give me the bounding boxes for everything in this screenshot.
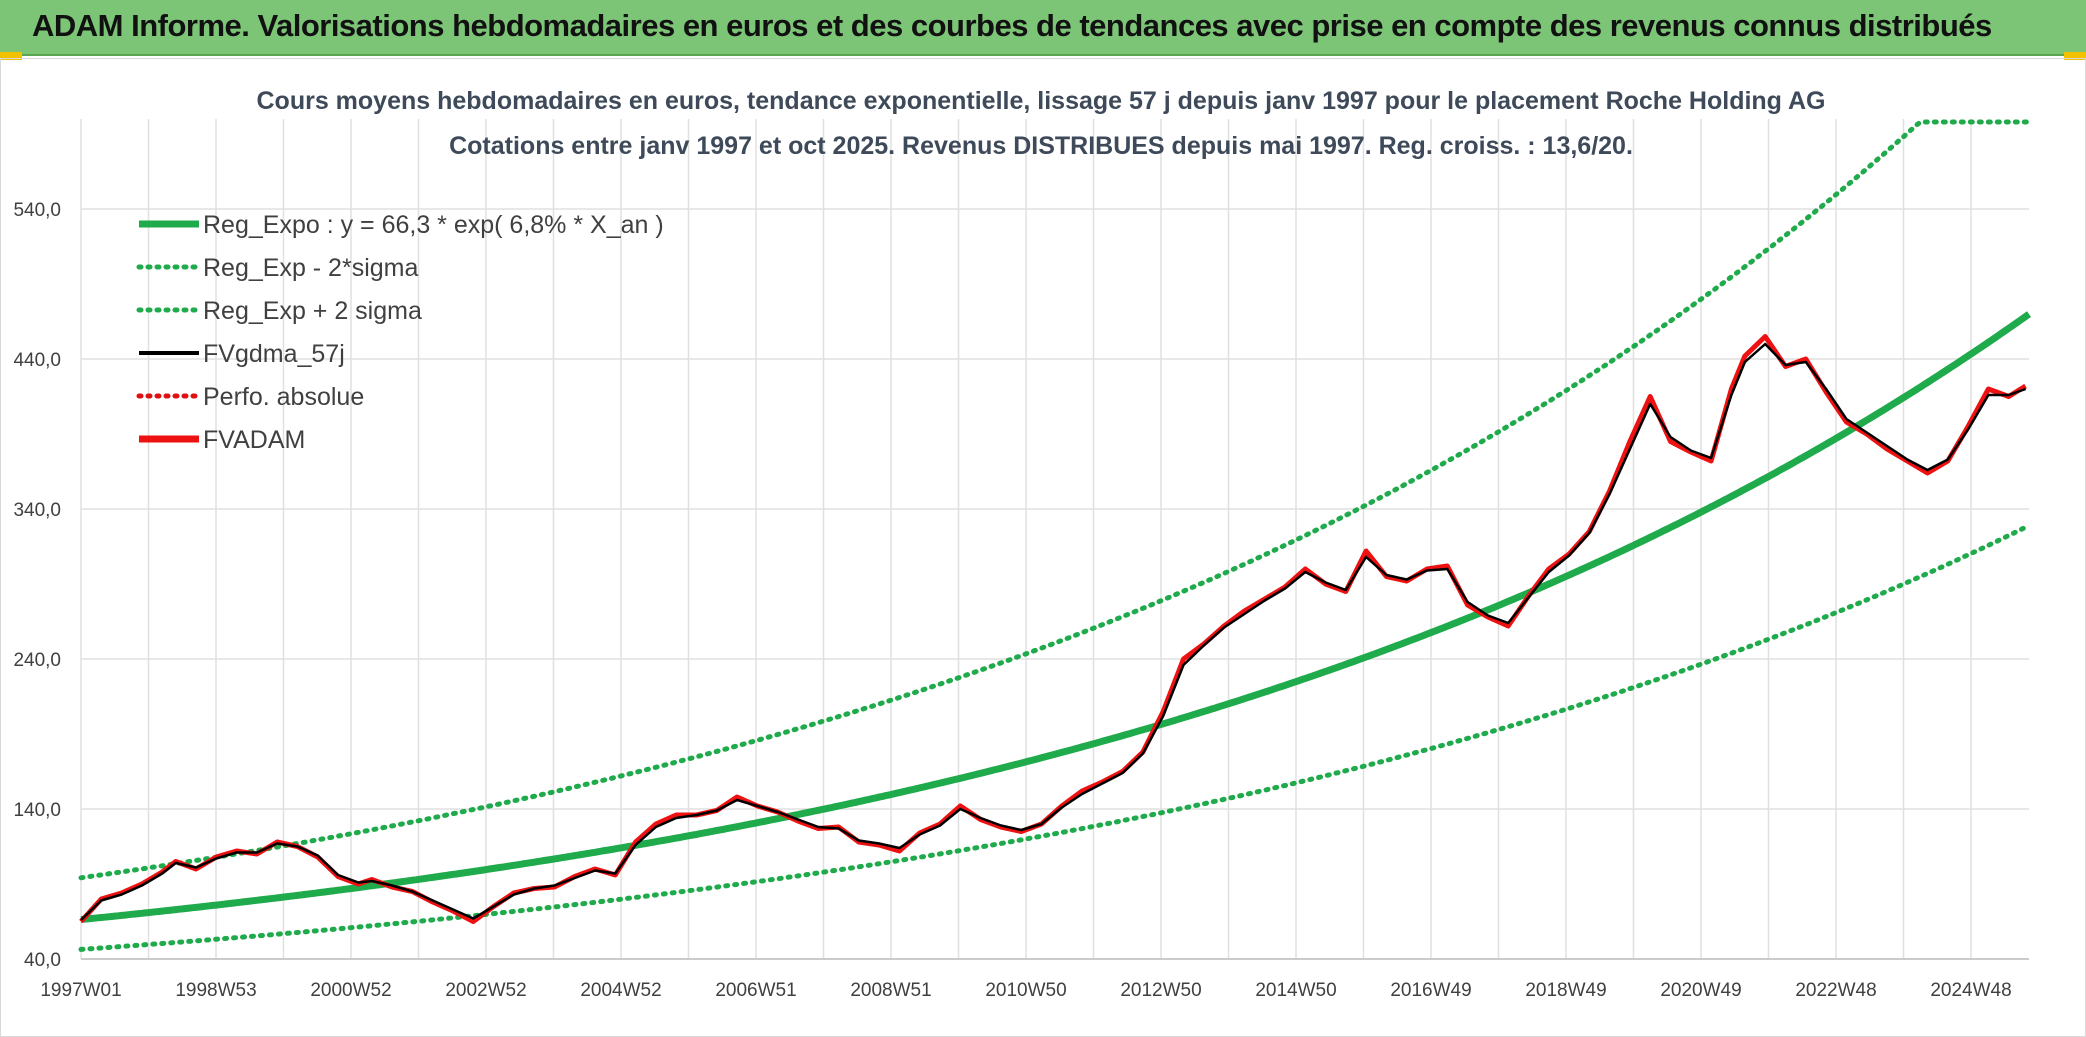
- x-tick-label: 2018W49: [1525, 980, 1606, 1001]
- legend-label: Reg_Exp + 2 sigma: [203, 297, 422, 325]
- legend-label: FVADAM: [203, 426, 305, 454]
- lines-layer: [78, 119, 2032, 952]
- x-tick-label: 2000W52: [310, 980, 391, 1001]
- x-tick-label: 2004W52: [580, 980, 661, 1001]
- x-tick-label: 2024W48: [1930, 980, 2011, 1001]
- x-tick-label: 2014W50: [1255, 980, 1336, 1001]
- x-tick-label: 1997W01: [40, 980, 121, 1001]
- reg-exp-minus-2-sigma-line: [78, 523, 2032, 952]
- legend-label: Reg_Exp - 2*sigma: [203, 254, 418, 282]
- banner-title: ADAM Informe. Valorisations hebdomadaire…: [32, 8, 1992, 43]
- fvgdma-57j-line: [80, 342, 2027, 921]
- legend-label: FVgdma_57j: [203, 340, 345, 368]
- legend-label: Perfo. absolue: [203, 383, 364, 411]
- x-tick-label: 2022W48: [1795, 980, 1876, 1001]
- axes-layer: 40,0 140,0 240,0 340,0 440,0 540,0 1997W01 1998…: [13, 200, 2029, 1001]
- left-corner-accent: [0, 52, 22, 60]
- y-tick-label: 540,0: [13, 200, 61, 221]
- chart-area: 40,0 140,0 240,0 340,0 440,0 540,0 1997W01 1998…: [0, 58, 2086, 1037]
- right-corner-accent: [2064, 52, 2086, 60]
- chart-svg: 40,0 140,0 240,0 340,0 440,0 540,0 1997W01 1998…: [13, 87, 2032, 1001]
- x-tick-label: 1998W53: [175, 980, 256, 1001]
- x-tick-label: 2020W49: [1660, 980, 1741, 1001]
- legend-label: Reg_Expo : y = 66,3 * exp( 6,8% * X_an ): [203, 211, 664, 239]
- y-tick-label: 340,0: [13, 500, 61, 521]
- x-tick-label: 2016W49: [1390, 980, 1471, 1001]
- x-tick-label: 2002W52: [445, 980, 526, 1001]
- legend-layer: Reg_Expo : y = 66,3 * exp( 6,8% * X_an )…: [136, 211, 664, 454]
- x-tick-label: 2010W50: [985, 980, 1066, 1001]
- chart-title-line-2: Cotations entre janv 1997 et oct 2025. R…: [449, 132, 1633, 160]
- report-banner: ADAM Informe. Valorisations hebdomadaire…: [0, 0, 2086, 56]
- y-tick-label: 240,0: [13, 650, 61, 671]
- chart-title-line-1: Cours moyens hebdomadaires en euros, ten…: [257, 87, 1826, 115]
- y-tick-label: 40,0: [24, 950, 61, 971]
- y-tick-label: 140,0: [13, 800, 61, 821]
- x-tick-label: 2006W51: [715, 980, 796, 1001]
- x-tick-label: 2012W50: [1120, 980, 1201, 1001]
- x-tick-label: 2008W51: [850, 980, 931, 1001]
- y-tick-label: 440,0: [13, 350, 61, 371]
- reg-expo-line: [80, 311, 2032, 923]
